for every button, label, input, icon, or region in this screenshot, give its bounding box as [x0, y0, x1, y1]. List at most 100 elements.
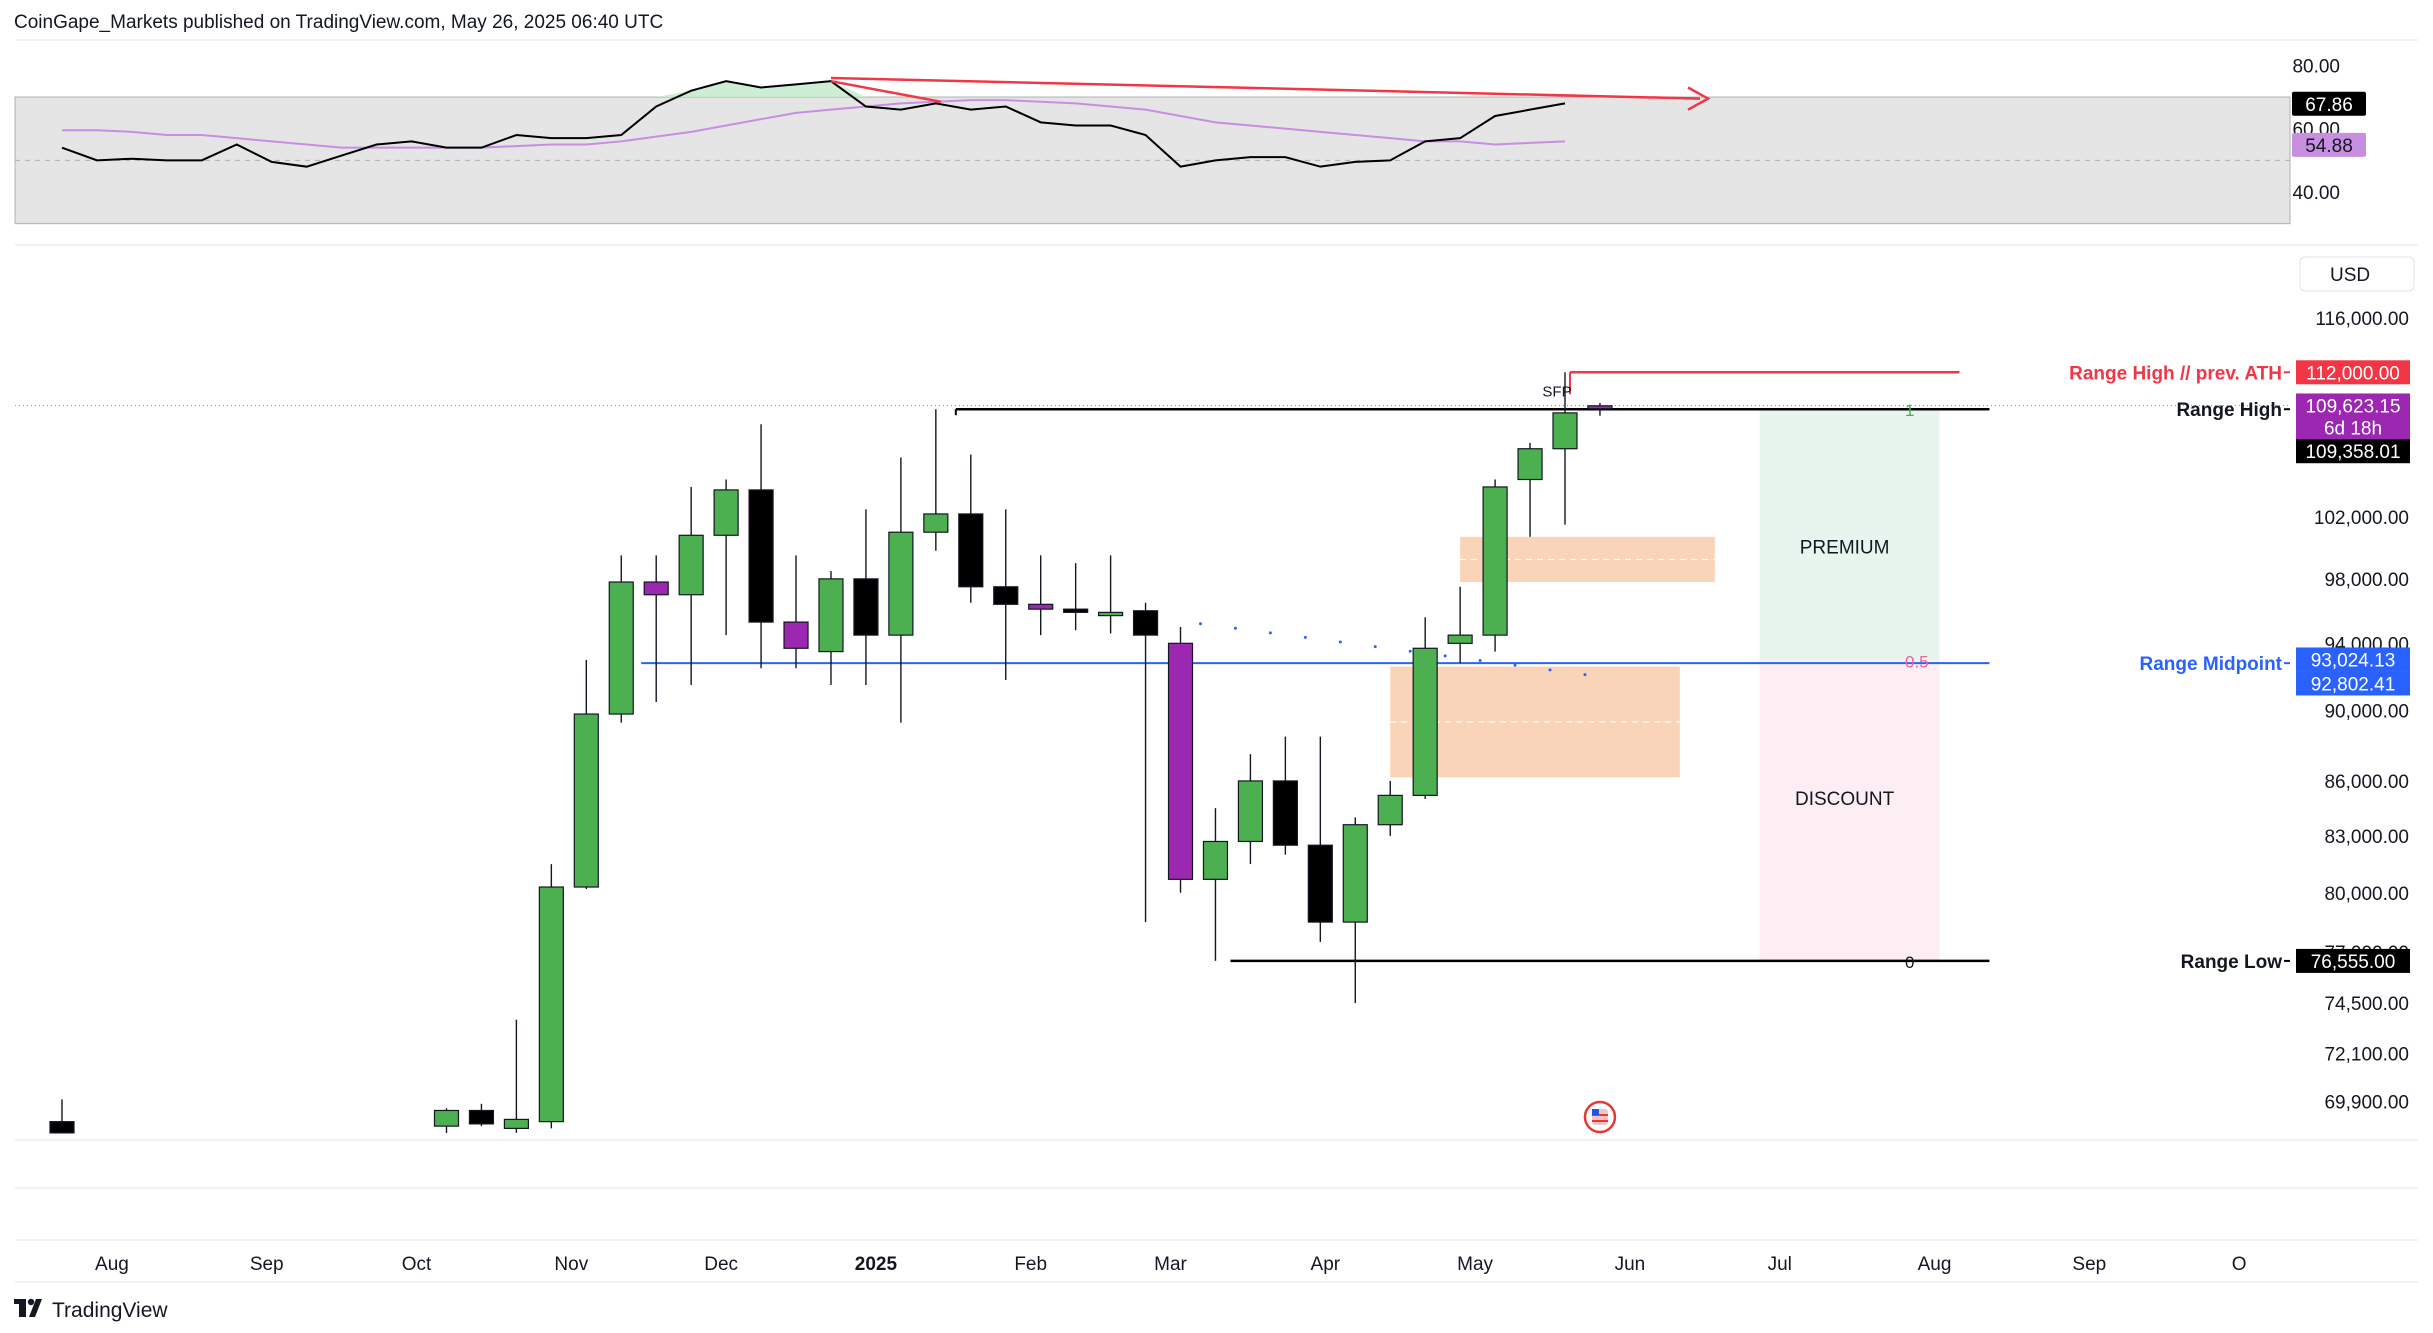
candle-body [608, 581, 634, 715]
price-tag: 6d 18h [2324, 418, 2382, 439]
candle [1587, 402, 1613, 416]
candle [1028, 555, 1054, 636]
candle [888, 457, 914, 723]
candle [49, 1099, 75, 1134]
time-axis-tick: Mar [1154, 1254, 1187, 1275]
price-tag-bg [2296, 948, 2410, 973]
rsi-divergence-line-long [830, 76, 1701, 100]
candle [1342, 817, 1368, 1003]
candle-body [1412, 647, 1438, 796]
price-tag: 109,623.15 [2305, 396, 2400, 417]
price-axis-tick: 72,100.00 [2324, 1045, 2409, 1066]
price-axis-tick: 74,500.00 [2324, 994, 2409, 1015]
price-tag-bg [2296, 671, 2410, 696]
price-tag: 92,802.41 [2311, 674, 2396, 695]
candle [1202, 808, 1229, 961]
time-axis-tick: Jun [1615, 1254, 1646, 1275]
candle-body [818, 578, 844, 653]
price-axis-tick: 83,000.00 [2324, 827, 2409, 848]
candle-body [49, 1121, 75, 1134]
midpoint-trail-dot [1198, 622, 1202, 626]
candle [503, 1019, 529, 1133]
candle-body [1482, 486, 1508, 636]
midpoint-trail-dot [1583, 673, 1587, 677]
footer[interactable]: TradingView [14, 1298, 168, 1324]
candle-body [853, 578, 879, 636]
candle [993, 509, 1019, 680]
time-axis-tick: Dec [704, 1254, 738, 1275]
time-axis-tick: Jul [1768, 1254, 1792, 1275]
price-axis-tick: 86,000.00 [2324, 772, 2409, 793]
fib-level-label: 1 [1905, 401, 1914, 420]
candle [1412, 617, 1438, 800]
candle [678, 486, 704, 686]
midpoint-trail-dot [1478, 659, 1482, 663]
rsi-last-value-tag-bg [2292, 91, 2366, 116]
rsi-line [61, 80, 1566, 168]
candle [748, 424, 774, 669]
footer-brand: TradingView [52, 1299, 168, 1322]
tradingview-logo-icon [14, 1298, 44, 1324]
time-axis-tick: Feb [1014, 1254, 1047, 1275]
time-axis-tick: Aug [1918, 1254, 1952, 1275]
candle [818, 570, 844, 686]
candle [958, 454, 984, 603]
candle [1167, 626, 1194, 893]
candle [538, 864, 564, 1129]
discount-annotation: DISCOUNT [1795, 789, 1895, 810]
currency-label: USD [2330, 265, 2370, 286]
midpoint-trail-dot [1233, 626, 1237, 630]
candle-body [643, 581, 669, 596]
fib-level-label: 0 [1905, 953, 1914, 972]
candle [923, 409, 949, 551]
rsi-axis-tick: 40.00 [2292, 183, 2340, 204]
candle [783, 555, 809, 669]
candle [1552, 372, 1578, 525]
candle [713, 479, 739, 636]
rsi-ma-line [62, 99, 1566, 149]
rsi-overbought-fill [656, 81, 866, 97]
midpoint-trail-dot [1373, 645, 1377, 649]
midpoint-trail-dot [1303, 635, 1307, 639]
price-tag: 109,358.01 [2305, 442, 2400, 463]
range-low-label: Range Low [2181, 952, 2283, 973]
publisher-line: CoinGape_Markets published on TradingVie… [14, 12, 664, 33]
candle-body [1552, 412, 1578, 450]
premium-annotation: PREMIUM [1800, 538, 1890, 559]
candle-body [923, 513, 949, 533]
candle [573, 659, 599, 889]
time-axis-tick: Nov [554, 1254, 588, 1275]
time-axis-tick: Sep [2072, 1254, 2106, 1275]
price-axis-tick: 90,000.00 [2324, 702, 2409, 723]
rsi-last-value-tag: 67.86 [2305, 95, 2353, 116]
midpoint-trail-dot [1338, 640, 1342, 644]
candle-body [1447, 634, 1473, 644]
fib-level-label: 0.5 [1905, 653, 1929, 672]
premium-zone [1759, 409, 1940, 661]
time-axis-tick: Aug [95, 1254, 129, 1275]
price-tag: 76,555.00 [2311, 952, 2396, 973]
rsi-ma-last-value-tag: 54.88 [2305, 136, 2353, 157]
price-tag-bg [2296, 360, 2410, 385]
candle [1377, 780, 1403, 836]
midpoint-trail-dot [1513, 663, 1517, 667]
rsi-band [14, 96, 2291, 225]
candle [468, 1103, 495, 1127]
candle-body [1132, 610, 1159, 636]
candle [1098, 555, 1124, 634]
candle-body [1377, 794, 1403, 826]
candle-body [1587, 405, 1613, 410]
candle-body [1342, 824, 1368, 923]
candle [1517, 442, 1543, 537]
candle-body [433, 1109, 460, 1127]
sfp-annotation: SFP [1542, 383, 1571, 400]
candle-body [888, 531, 914, 636]
time-axis-tick: O [2232, 1254, 2247, 1275]
time-axis-tick: Sep [250, 1254, 284, 1275]
candle-body [783, 621, 809, 649]
price-axis-tick: 116,000.00 [2315, 309, 2409, 330]
candle-body [993, 586, 1019, 605]
discount-zone [1759, 660, 1940, 961]
